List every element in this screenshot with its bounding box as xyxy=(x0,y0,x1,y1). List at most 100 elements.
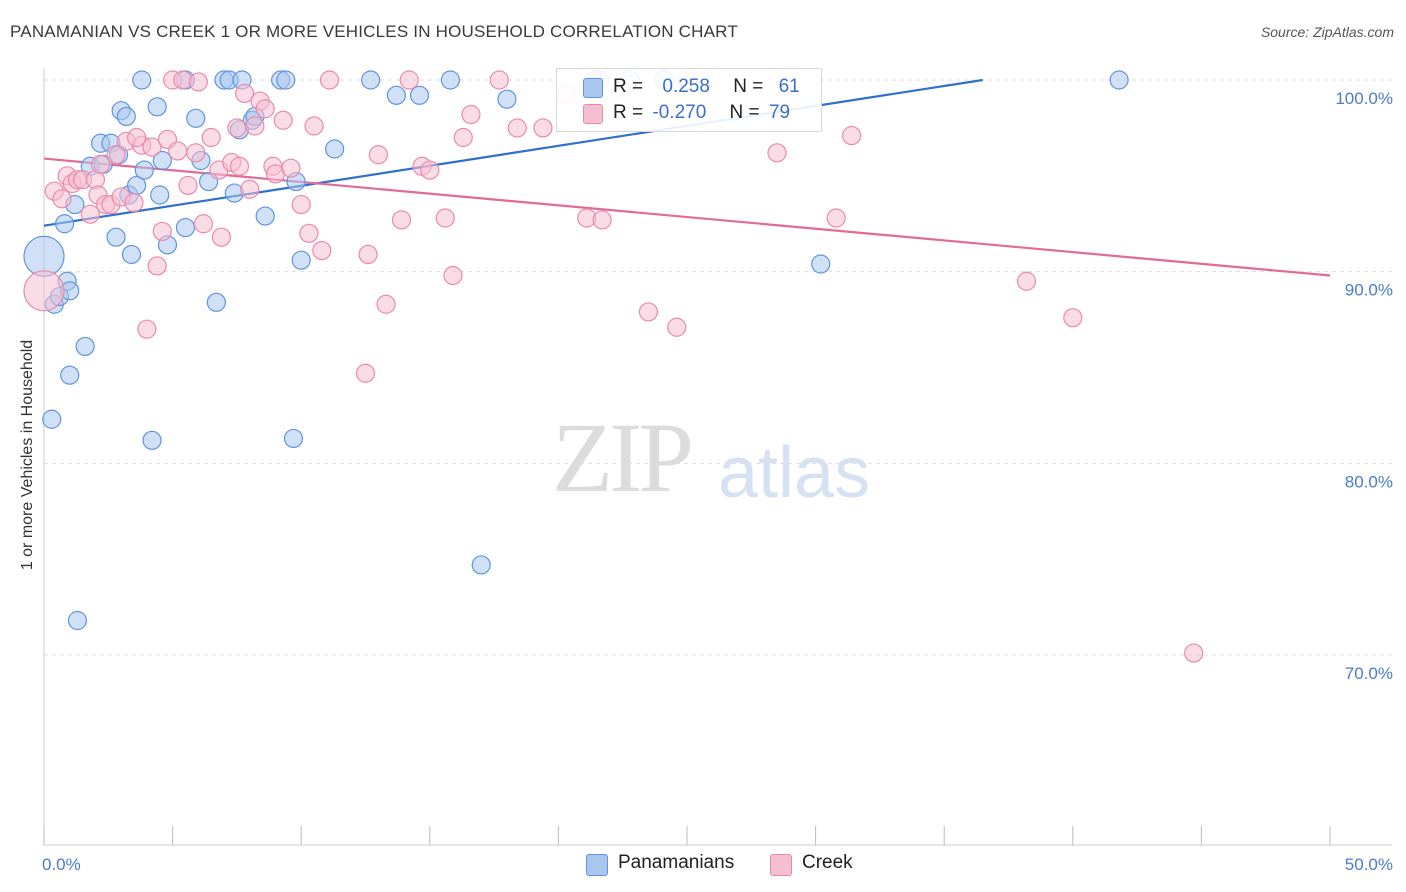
creek-point xyxy=(435,208,455,228)
creek-point xyxy=(227,118,247,138)
legend-label: Panamanians xyxy=(618,852,735,873)
watermark-atlas: atlas xyxy=(718,433,871,513)
panamanian-point xyxy=(255,206,275,226)
creek-point xyxy=(147,256,167,276)
creek-point xyxy=(826,208,846,228)
creek-point xyxy=(240,179,260,199)
creek-point xyxy=(304,116,324,136)
legend-r-value: -0.270 xyxy=(652,102,707,123)
panamanian-point xyxy=(283,428,304,449)
legend-swatch-pink xyxy=(583,104,603,124)
creek-point xyxy=(126,127,147,148)
panamanian-point xyxy=(497,89,517,109)
creek-point xyxy=(90,154,111,174)
creek-point xyxy=(842,125,862,146)
creek-point xyxy=(168,141,188,161)
panamanian-point xyxy=(386,85,406,105)
panamanian-point xyxy=(42,409,62,429)
legend-n-label: N = xyxy=(733,76,764,97)
panamanian-point xyxy=(106,227,126,247)
creek-point xyxy=(193,214,214,234)
y-tick-label: 70.0% xyxy=(1345,664,1393,683)
creek-point xyxy=(1063,308,1083,328)
panamanian-point xyxy=(175,217,196,238)
creek-point xyxy=(1184,643,1204,663)
creek-point xyxy=(453,127,473,148)
creek-point xyxy=(52,189,72,209)
creek-point xyxy=(319,70,340,90)
x-tick-label: 50.0% xyxy=(1345,855,1393,874)
panamanian-point xyxy=(325,139,345,159)
creek-point xyxy=(533,118,553,138)
creek-point xyxy=(80,204,100,224)
creek-point xyxy=(178,175,198,196)
creek-point xyxy=(124,193,144,213)
legend-n-value: 79 xyxy=(768,102,791,123)
creek-point xyxy=(106,145,126,165)
legend-r-label: R = xyxy=(613,76,644,97)
trend-lines xyxy=(43,78,1331,277)
creek-point xyxy=(355,363,376,383)
tick-labels: 100.0% 90.0% 80.0% 70.0% 0.0% 50.0% xyxy=(42,89,1393,874)
creek-point xyxy=(1016,271,1037,291)
panamanian-point xyxy=(54,214,75,234)
creek-trend-line xyxy=(43,157,1331,277)
creek-point xyxy=(667,317,687,337)
panamanian-point xyxy=(142,430,162,450)
y-tick-label: 100.0% xyxy=(1335,89,1393,108)
creek-point xyxy=(281,158,301,178)
panamanian-point xyxy=(811,254,831,274)
creek-point xyxy=(592,210,612,230)
creek-point xyxy=(137,319,157,339)
creek-point xyxy=(142,137,162,157)
panamanian-point xyxy=(132,70,152,90)
panamanian-point xyxy=(150,185,170,205)
panamanian-point xyxy=(152,150,172,171)
creek-point xyxy=(376,294,396,314)
creek-point xyxy=(291,194,311,215)
chart-title: PANAMANIAN VS CREEK 1 OR MORE VEHICLES I… xyxy=(10,22,738,41)
panamanian-point xyxy=(409,85,430,105)
panamanian-point xyxy=(186,108,206,128)
creek-point xyxy=(358,244,378,265)
creek-point xyxy=(461,104,481,125)
legend-label: Creek xyxy=(802,852,853,873)
panamanian-point xyxy=(471,555,491,575)
creek-point xyxy=(767,143,787,163)
creek-point xyxy=(368,145,388,165)
creek-point xyxy=(211,227,232,247)
panamanian-point xyxy=(440,70,460,90)
legend-n-value: 61 xyxy=(778,76,800,97)
creek-point xyxy=(391,210,412,230)
legend-r-label: R = xyxy=(613,102,644,123)
legend-n-label: N = xyxy=(729,102,760,123)
creek-point xyxy=(399,70,419,90)
panamanian-point xyxy=(291,250,311,270)
creek-point xyxy=(152,221,172,242)
panamanian-point xyxy=(60,365,80,385)
y-tick-label: 80.0% xyxy=(1345,472,1393,491)
creek-point xyxy=(201,127,221,148)
panamanian-point xyxy=(121,244,142,265)
data-points xyxy=(23,70,1204,663)
panamanian-point xyxy=(147,97,167,117)
y-tick-label: 90.0% xyxy=(1345,281,1393,300)
creek-point xyxy=(420,160,440,180)
panamanian-point xyxy=(361,70,381,90)
panamanian-point xyxy=(75,336,95,357)
panamanian-point xyxy=(67,610,88,631)
creek-point xyxy=(507,118,527,138)
source-label: Source: ZipAtlas.com xyxy=(1260,24,1394,40)
creek-point xyxy=(638,302,659,322)
legend-swatch-pink xyxy=(770,854,792,876)
creek-point xyxy=(229,156,250,176)
creek-point xyxy=(235,83,255,104)
stats-legend: R = 0.258 N = 61 R = -0.270 N = 79 xyxy=(556,68,822,132)
creek-point xyxy=(299,223,319,243)
panamanian-trend-line xyxy=(43,78,983,227)
creek-point xyxy=(245,116,265,136)
creek-point xyxy=(188,72,208,92)
legend-swatch-blue xyxy=(583,78,603,98)
panamanian-point xyxy=(206,292,226,312)
